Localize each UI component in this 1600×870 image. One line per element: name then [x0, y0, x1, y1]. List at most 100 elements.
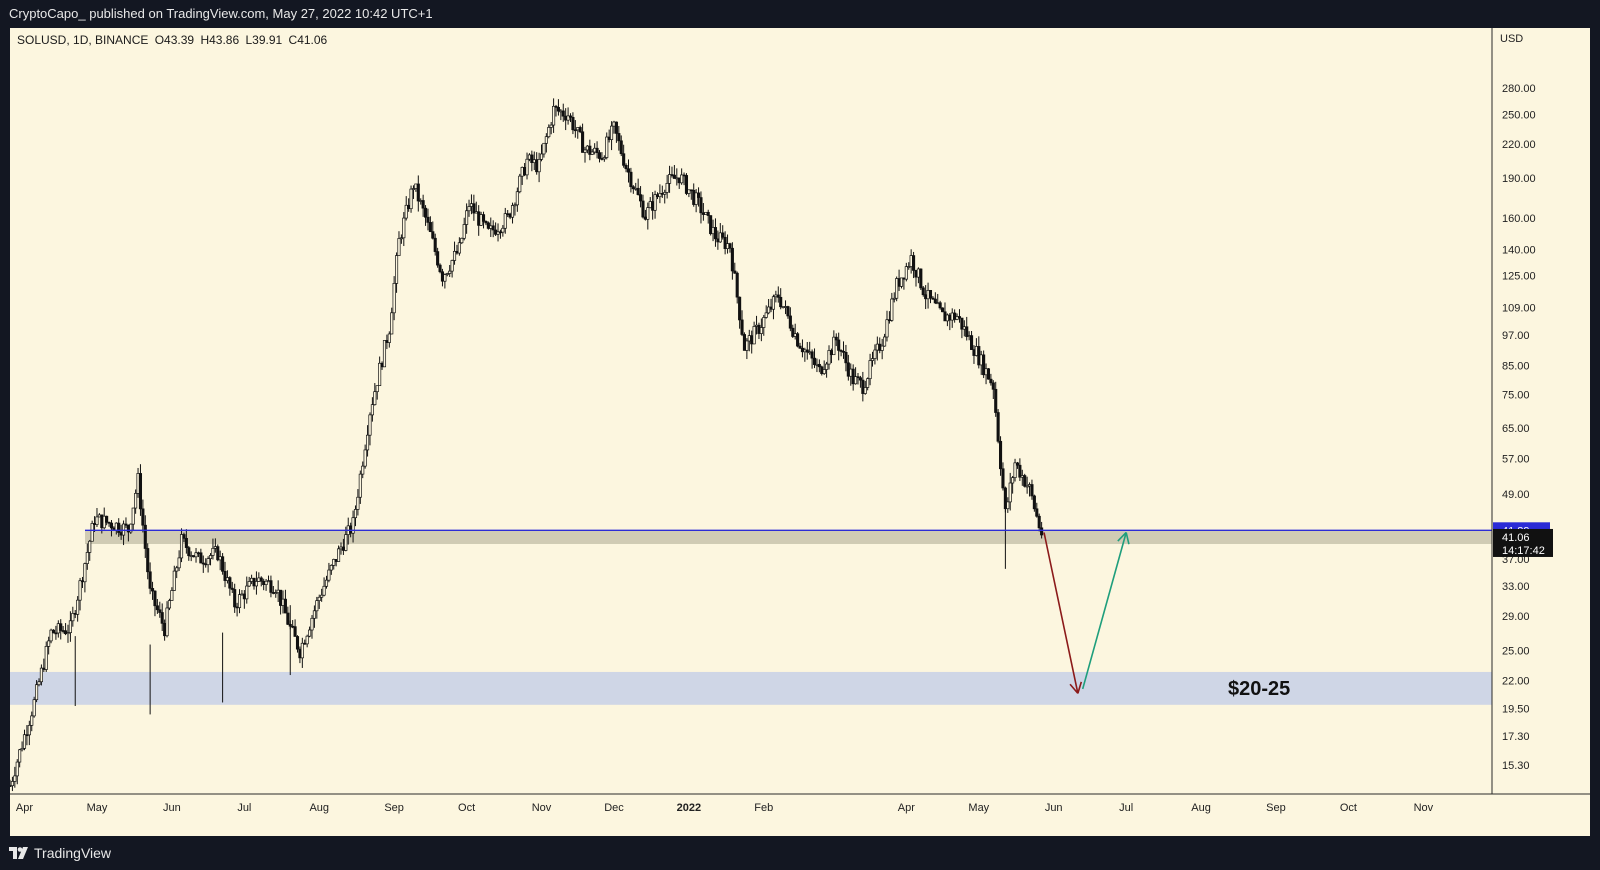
candle-body	[80, 580, 85, 583]
candle-body	[358, 473, 362, 498]
candle-body	[764, 312, 768, 318]
down-arrow-shaft	[1043, 532, 1079, 694]
candle-body	[564, 115, 568, 121]
candle-body	[936, 302, 940, 305]
candle-body	[776, 294, 780, 298]
candle-body	[706, 211, 710, 216]
candle-body	[300, 642, 304, 659]
candle-body	[1001, 468, 1005, 489]
candle-body	[571, 116, 575, 131]
price-chart[interactable]: $20-25 USD 280.00 250.00 220.00 190.00 160.0…	[10, 28, 1590, 836]
candle-body	[32, 699, 36, 717]
down-arrow-head	[1077, 681, 1083, 694]
candle-body	[153, 590, 157, 607]
candle-body	[1025, 485, 1029, 488]
candle-body	[95, 516, 99, 525]
candle-body	[549, 124, 553, 128]
candle-body	[436, 251, 440, 266]
candle-body	[636, 187, 640, 195]
candle-body	[779, 296, 783, 308]
time-tick-label: Nov	[1414, 802, 1434, 814]
candle-body	[713, 227, 718, 240]
candle-body	[462, 224, 466, 239]
candle-body	[322, 585, 326, 596]
candle-body	[25, 734, 29, 737]
candle-body	[363, 449, 367, 467]
candle-body	[56, 623, 60, 634]
candle-body	[1032, 495, 1036, 510]
candle-body	[965, 326, 969, 337]
candle-body	[397, 238, 401, 256]
candle-body	[293, 626, 297, 637]
candle-body	[576, 127, 580, 131]
candle-body	[885, 319, 889, 338]
candle-body	[349, 525, 353, 534]
candle-body	[97, 514, 101, 518]
candle-body	[600, 158, 604, 160]
candle-body	[839, 350, 843, 352]
candle-body	[709, 215, 713, 235]
price-tick-label: 15.30	[1502, 760, 1530, 772]
up-arrow-shaft	[1081, 532, 1127, 690]
candle-body	[735, 272, 739, 298]
candle-body	[68, 620, 72, 633]
candle-body	[105, 515, 109, 523]
price-tick-label: 65.00	[1502, 423, 1530, 435]
candle-body	[235, 606, 239, 609]
tradingview-logo[interactable]: TradingView	[9, 836, 111, 870]
candle-body	[781, 306, 785, 308]
candle-body	[977, 346, 981, 366]
candle-body	[259, 577, 263, 582]
candle-body	[298, 648, 302, 659]
candle-body	[897, 278, 901, 287]
high-value: H43.86	[200, 33, 240, 47]
candle-body	[221, 556, 225, 572]
candle-body	[774, 294, 778, 298]
candle-body	[769, 306, 773, 310]
candle-body	[902, 277, 906, 280]
candle-body	[730, 247, 734, 272]
price-tick-label: 37.00	[1502, 554, 1530, 566]
candle-body	[223, 570, 227, 581]
candle-body	[392, 283, 396, 314]
candle-body	[675, 177, 679, 180]
candle-body	[143, 524, 147, 549]
tradingview-logo-icon	[9, 847, 28, 859]
candle-body	[904, 266, 908, 280]
price-tick-label: 220.00	[1502, 139, 1536, 151]
candle-body	[182, 534, 186, 539]
candle-body	[332, 559, 336, 566]
price-tick-label: 29.00	[1502, 611, 1530, 623]
candle-body	[578, 127, 582, 133]
candle-body	[356, 496, 360, 510]
candle-body	[269, 580, 273, 593]
price-tick-label: 25.00	[1502, 646, 1530, 658]
symbol-label[interactable]: SOLUSD, 1D, BINANCE	[17, 33, 149, 47]
candle-body	[27, 724, 31, 736]
candle-body	[996, 412, 1000, 442]
candle-body	[22, 734, 27, 749]
candle-body	[827, 350, 831, 365]
candle-body	[972, 349, 976, 356]
candle-body	[863, 387, 867, 394]
current-zone	[85, 530, 1492, 544]
candle-body	[474, 211, 478, 214]
candle-body	[71, 613, 75, 622]
price-tick-label: 85.00	[1502, 361, 1530, 373]
candle-body	[682, 174, 686, 177]
candle-body	[883, 336, 887, 347]
candle-body	[767, 306, 771, 314]
candle-body	[295, 636, 300, 650]
candle-body	[631, 186, 635, 190]
candle-body	[595, 147, 599, 153]
time-tick-label: 2022	[677, 802, 701, 814]
candle-body	[742, 334, 747, 351]
candle-body	[486, 222, 490, 229]
candle-body	[129, 523, 133, 533]
candle-body	[890, 298, 894, 321]
candle-body	[892, 297, 896, 300]
price-tick-label: 57.00	[1502, 454, 1530, 466]
candle-body	[368, 414, 372, 436]
candle-body	[979, 354, 983, 366]
candle-body	[868, 360, 872, 380]
